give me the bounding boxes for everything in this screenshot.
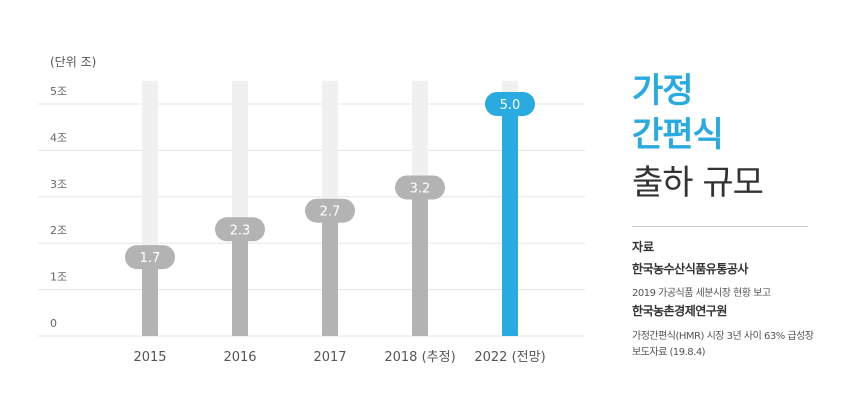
value-label: 2.3 [230,223,251,238]
value-label-pill [485,92,535,116]
value-label-pill [395,175,445,200]
value-label-pill [305,198,355,223]
bar [502,104,518,336]
bar [142,257,158,336]
value-label: 2.7 [320,205,341,220]
x-tick-label: 2018 (추정) [384,350,455,365]
y-tick-label: 0 [50,317,57,330]
x-tick-label: 2022 (전망) [474,350,545,365]
bar [322,210,338,336]
value-label-pill [215,217,265,242]
value-label: 3.2 [410,182,431,197]
title-line-2: 간편식 [632,115,724,155]
value-label: 5.0 [500,98,521,113]
bar-chart: (단위 조) 0 1조 2조 3조 4조 5조 1.7 2.3 2.7 3.2 5.0 2015 2016… [38,55,585,365]
y-tick-label: 4조 [50,131,67,144]
y-tick-label: 2조 [50,224,67,237]
value-label-pill [125,245,175,270]
bar [412,187,428,336]
source1-org: 한국농수산식품유통공사 [632,262,748,276]
source2-doc-line2: 보도자료 (19.8.4) [632,347,706,358]
source2-org: 한국농촌경제연구원 [632,304,727,318]
x-tick-label: 2015 [133,350,166,365]
y-tick-label: 3조 [50,178,67,191]
y-tick-label: 1조 [50,271,67,284]
source2-doc-line1: 가정간편식(HMR) 시장 3년 사이 63% 급성장 [632,331,814,342]
title-line-1: 가정 [632,71,694,111]
source1-doc: 2019 가공식품 세분시장 현황 보고 [632,288,771,299]
x-tick-label: 2016 [223,350,256,365]
source-label: 자료 [632,240,655,254]
x-tick-label: 2017 [313,350,346,365]
value-label: 1.7 [140,251,161,266]
y-tick-label: 5조 [50,85,67,98]
divider [632,226,808,227]
bar [232,229,248,336]
title-line-3: 출하 규모 [632,163,764,203]
unit-label: (단위 조) [50,55,96,69]
